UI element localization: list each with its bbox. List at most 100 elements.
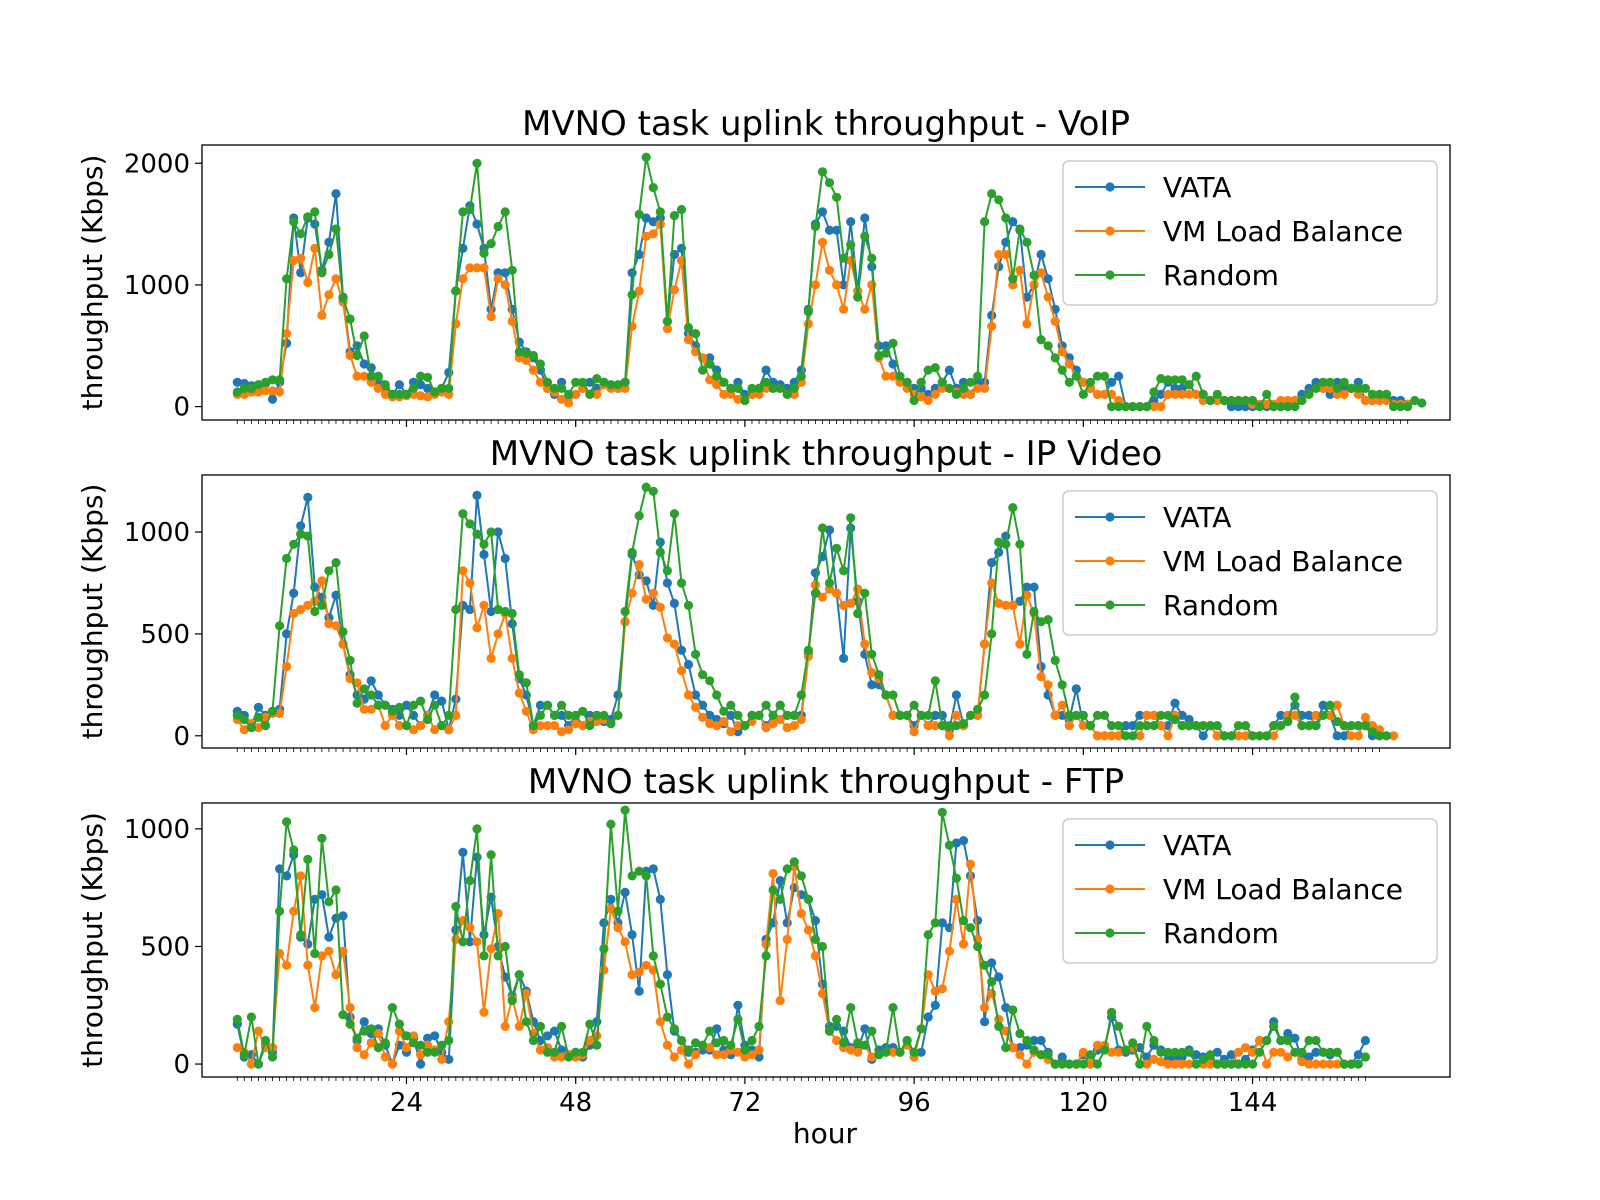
data-point — [606, 904, 616, 914]
data-point — [1170, 389, 1180, 399]
data-point — [535, 1021, 546, 1031]
data-point — [951, 710, 962, 721]
data-point — [832, 543, 842, 553]
data-point — [416, 391, 426, 401]
data-point — [303, 854, 313, 865]
data-point — [648, 486, 658, 496]
data-point — [775, 700, 785, 710]
data-point — [817, 592, 828, 602]
data-point — [1240, 721, 1251, 731]
data-point — [1353, 1050, 1363, 1060]
data-point — [1029, 606, 1039, 617]
plot-frame — [201, 144, 1451, 421]
data-point — [740, 1052, 750, 1062]
data-point — [846, 240, 856, 250]
data-point — [514, 970, 524, 980]
data-point — [282, 817, 292, 827]
data-point — [1311, 710, 1321, 721]
data-point — [1304, 721, 1314, 731]
data-point — [1360, 1052, 1370, 1062]
data-point — [1325, 700, 1335, 710]
data-point — [980, 383, 990, 393]
data-point — [338, 946, 348, 956]
data-point — [465, 519, 475, 529]
data-point — [810, 280, 821, 290]
data-point — [641, 152, 651, 162]
data-point — [867, 280, 877, 290]
data-point — [965, 859, 976, 869]
data-point — [380, 1052, 390, 1062]
data-point — [1339, 1059, 1349, 1069]
data-point — [655, 207, 665, 217]
data-point — [888, 690, 898, 700]
data-point — [1057, 365, 1067, 375]
data-point — [296, 529, 306, 539]
data-point — [338, 293, 348, 303]
data-point — [317, 890, 327, 900]
data-point — [1269, 731, 1279, 741]
data-point — [458, 847, 468, 858]
data-point — [881, 1047, 891, 1057]
data-point — [1248, 1047, 1258, 1057]
legend-label: Random — [1163, 589, 1279, 622]
y-tick-label: 1000 — [124, 271, 190, 301]
data-point — [1233, 1059, 1244, 1069]
data-point — [754, 1052, 764, 1062]
data-point — [1198, 1054, 1208, 1064]
data-point — [1360, 383, 1370, 393]
data-point — [1156, 389, 1166, 399]
data-point — [1283, 1028, 1293, 1039]
data-point — [1297, 395, 1307, 406]
data-point — [683, 322, 694, 333]
data-point — [1078, 721, 1088, 731]
data-point — [282, 274, 292, 284]
data-point — [592, 1040, 602, 1050]
data-point — [486, 850, 496, 860]
data-point — [366, 676, 376, 686]
data-point — [768, 719, 778, 729]
data-point — [683, 690, 694, 700]
data-point — [1360, 721, 1370, 731]
data-point — [521, 988, 531, 999]
data-point — [310, 948, 320, 959]
data-point — [1085, 1059, 1095, 1069]
data-point — [1290, 1033, 1300, 1043]
data-point — [557, 1052, 567, 1062]
data-point — [1276, 710, 1286, 721]
data-point — [352, 1043, 362, 1053]
data-point — [958, 939, 969, 949]
data-point — [571, 719, 581, 729]
data-point — [289, 539, 299, 549]
data-point — [683, 1059, 694, 1069]
data-point — [1290, 402, 1300, 412]
data-point — [698, 365, 708, 375]
data-point — [916, 377, 926, 387]
data-point — [1128, 731, 1138, 741]
data-point — [676, 645, 687, 655]
data-point — [486, 653, 496, 664]
data-point — [655, 602, 665, 613]
data-point — [1092, 731, 1103, 741]
data-point — [296, 253, 306, 263]
data-point — [1191, 721, 1201, 731]
data-point — [817, 988, 828, 999]
data-point — [1304, 1052, 1314, 1062]
data-point — [1057, 1059, 1067, 1069]
data-point — [557, 383, 567, 393]
data-point — [571, 389, 581, 399]
data-point — [1064, 359, 1074, 369]
data-point — [1022, 582, 1032, 592]
data-point — [712, 721, 722, 731]
data-point — [1085, 1050, 1095, 1060]
data-point — [1346, 1059, 1356, 1069]
data-point — [747, 383, 757, 393]
data-point — [937, 721, 947, 731]
data-point — [1135, 710, 1145, 721]
data-point — [549, 1047, 560, 1057]
data-point — [641, 231, 651, 241]
data-point — [839, 304, 849, 314]
data-point — [585, 377, 595, 387]
data-point — [874, 670, 884, 680]
data-point — [973, 371, 983, 381]
data-point — [387, 1059, 397, 1069]
